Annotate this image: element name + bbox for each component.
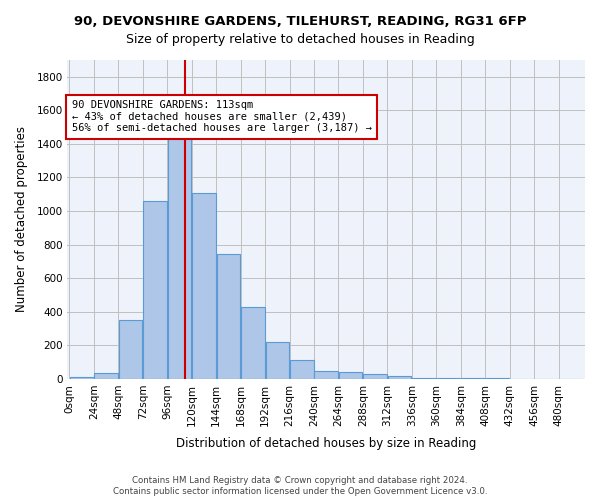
Bar: [364, 374, 387, 379]
Bar: [217, 254, 240, 379]
Text: Size of property relative to detached houses in Reading: Size of property relative to detached ho…: [125, 32, 475, 46]
Bar: [143, 201, 167, 379]
Bar: [192, 192, 216, 379]
Text: Contains public sector information licensed under the Open Government Licence v3: Contains public sector information licen…: [113, 488, 487, 496]
Bar: [266, 342, 289, 379]
Bar: [167, 132, 191, 379]
Bar: [290, 360, 314, 379]
Bar: [94, 373, 118, 379]
Bar: [119, 320, 142, 379]
Text: Contains HM Land Registry data © Crown copyright and database right 2024.: Contains HM Land Registry data © Crown c…: [132, 476, 468, 485]
Bar: [437, 378, 460, 379]
Bar: [241, 306, 265, 379]
Bar: [461, 378, 485, 379]
Bar: [412, 378, 436, 379]
X-axis label: Distribution of detached houses by size in Reading: Distribution of detached houses by size …: [176, 437, 476, 450]
Bar: [70, 377, 94, 379]
Bar: [314, 370, 338, 379]
Text: 90 DEVONSHIRE GARDENS: 113sqm
← 43% of detached houses are smaller (2,439)
56% o: 90 DEVONSHIRE GARDENS: 113sqm ← 43% of d…: [71, 100, 371, 134]
Bar: [485, 378, 509, 379]
Y-axis label: Number of detached properties: Number of detached properties: [15, 126, 28, 312]
Bar: [388, 376, 412, 379]
Text: 90, DEVONSHIRE GARDENS, TILEHURST, READING, RG31 6FP: 90, DEVONSHIRE GARDENS, TILEHURST, READI…: [74, 15, 526, 28]
Bar: [339, 372, 362, 379]
